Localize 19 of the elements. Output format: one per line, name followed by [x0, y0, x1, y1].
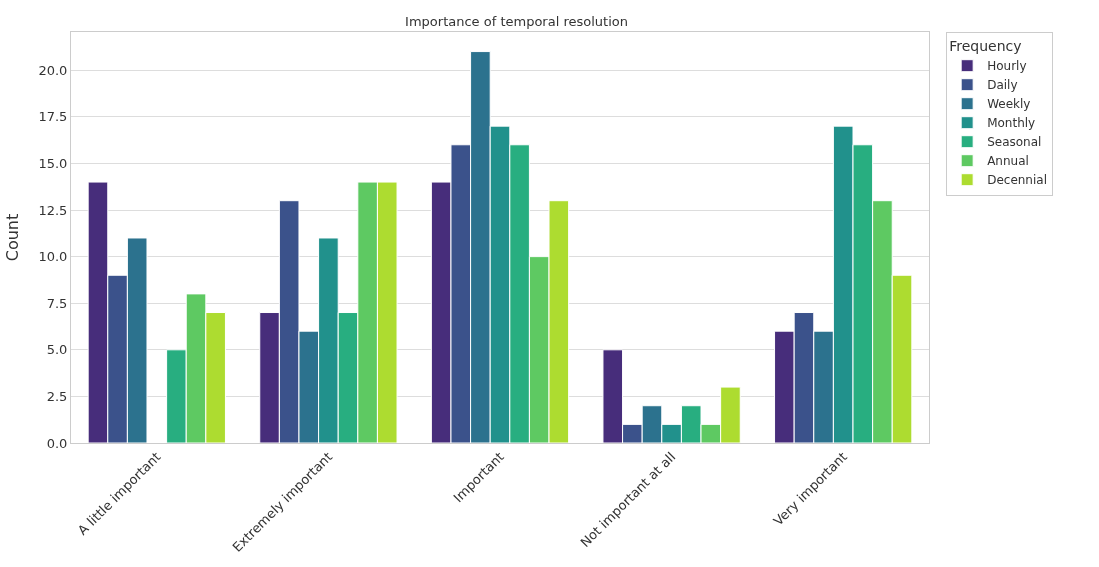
legend-label: Daily	[987, 78, 1018, 93]
y-tick-label: 7.5	[46, 295, 68, 311]
legend-label: Hourly	[987, 59, 1027, 74]
chart-title: Importance of temporal resolution	[405, 14, 628, 30]
legend-label: Weekly	[987, 97, 1031, 112]
y-tick-label: 10.0	[38, 249, 68, 265]
y-tick-label: 20.0	[38, 62, 68, 78]
y-tick-label: 0.0	[46, 435, 68, 451]
y-axis-title: Count	[3, 213, 23, 262]
y-tick-label: 12.5	[38, 202, 68, 218]
y-tick-label: 15.0	[38, 155, 68, 171]
y-tick-label: 2.5	[46, 388, 68, 404]
legend-label: Annual	[987, 154, 1029, 169]
legend-label: Decennial	[987, 173, 1047, 188]
y-tick-label: 5.0	[46, 342, 68, 358]
y-tick-label: 17.5	[38, 109, 68, 125]
legend-title: Frequency	[949, 38, 1022, 55]
legend-label: Seasonal	[987, 135, 1042, 150]
legend-label: Monthly	[987, 116, 1036, 131]
